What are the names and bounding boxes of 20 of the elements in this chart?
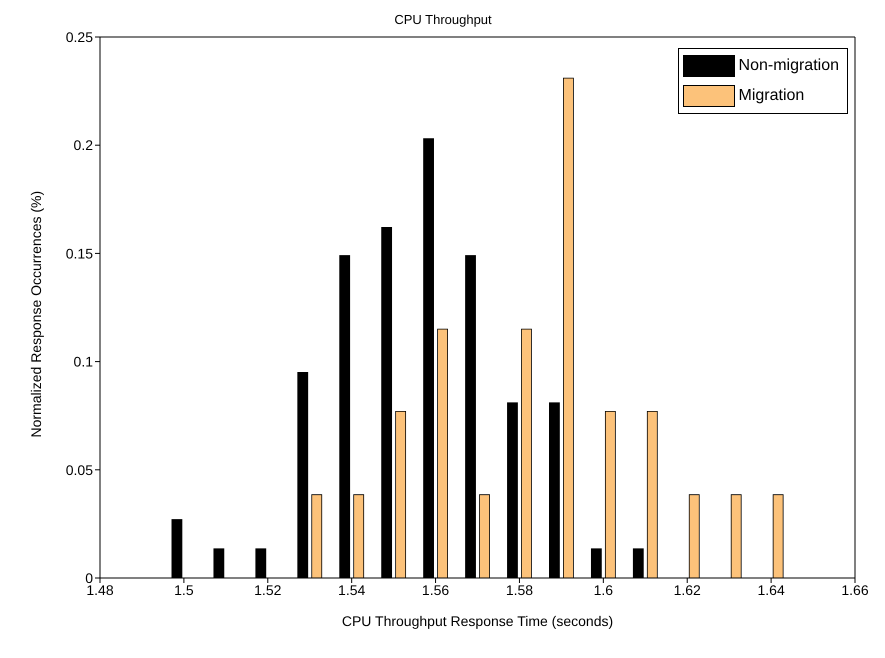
legend-label: Non-migration <box>738 56 839 76</box>
x-tick-label: 1.62 <box>674 582 702 598</box>
x-tick-label: 1.5 <box>174 582 194 598</box>
y-tick-label: 0.1 <box>74 354 94 370</box>
x-tick-label: 1.6 <box>594 582 614 598</box>
chart-title: CPU Throughput <box>393 12 493 27</box>
x-axis-title: CPU Throughput Response Time (seconds) <box>342 613 614 629</box>
y-tick-label: 0.05 <box>66 462 94 478</box>
x-tick-label: 1.56 <box>422 582 450 598</box>
y-tick-label: 0.2 <box>74 137 94 154</box>
x-tick-label: 1.54 <box>338 582 366 598</box>
y-axis-title: Normalized Response Occurrences (%) <box>28 190 44 438</box>
x-tick-label: 1.58 <box>506 582 534 598</box>
x-tick-label: 1.66 <box>841 582 869 598</box>
x-tick-label: 1.64 <box>757 582 785 598</box>
x-tick-label: 1.52 <box>254 582 282 598</box>
y-tick-label: 0 <box>85 570 94 586</box>
y-tick-label: 0.15 <box>66 245 94 262</box>
legend-label: Migration <box>738 86 804 106</box>
y-tick-label: 0.25 <box>66 28 94 45</box>
